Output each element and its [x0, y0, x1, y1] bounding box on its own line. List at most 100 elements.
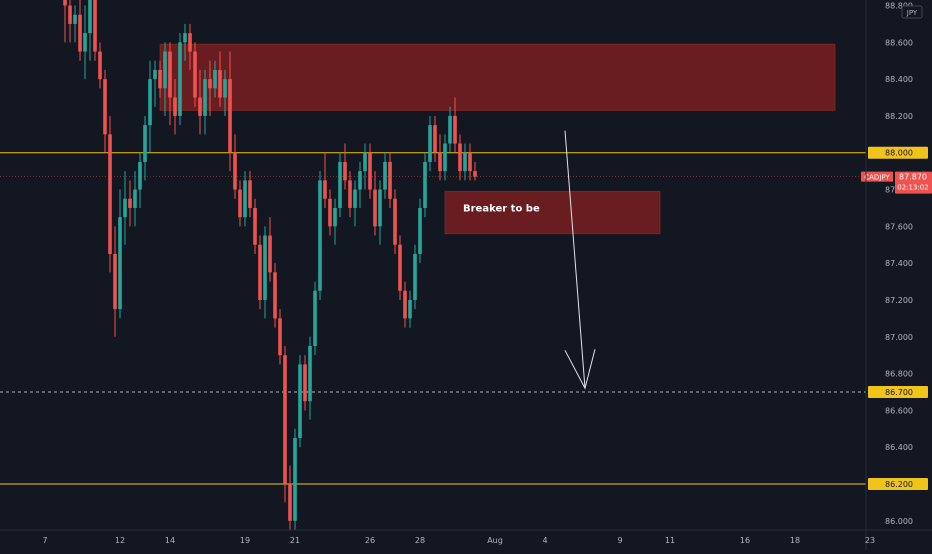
candle-body — [213, 69, 217, 89]
candle-body — [293, 437, 297, 521]
price-tick-label: 86.000 — [885, 517, 913, 526]
candle-body — [373, 189, 377, 227]
candle-body — [113, 253, 117, 310]
candle-body — [153, 69, 157, 80]
zone-box-1 — [444, 190, 661, 235]
candle-body — [378, 189, 382, 227]
forecast-arrow-head — [564, 349, 596, 390]
price-tick-label: 88.200 — [885, 112, 913, 121]
candle-body — [298, 364, 302, 438]
candle-body — [403, 290, 407, 319]
candle-body — [263, 235, 267, 300]
level-tag-2 — [868, 477, 928, 490]
candle-body — [93, 0, 97, 52]
candle-body — [183, 33, 187, 43]
candle-body — [353, 189, 357, 208]
candle-body — [413, 253, 417, 300]
candle-body — [148, 79, 152, 126]
price-tick-label: 87.600 — [885, 222, 913, 231]
candle-body — [398, 244, 402, 291]
candle-body — [108, 134, 112, 254]
candle-body — [343, 161, 347, 181]
candle-body — [168, 51, 172, 98]
candle-body — [243, 180, 247, 218]
candle-body — [273, 272, 277, 319]
price-tick-label: 88.600 — [885, 38, 913, 47]
price-axis-bg — [866, 0, 932, 550]
candle-body — [68, 5, 72, 24]
candle-body — [308, 345, 312, 402]
level-tag-0 — [868, 146, 928, 159]
candle-body — [438, 152, 442, 172]
candle-body — [458, 143, 462, 172]
candle-body — [138, 161, 142, 190]
candle-body — [393, 198, 397, 245]
candle-body — [408, 299, 412, 319]
candle-body — [188, 33, 192, 52]
price-tick-label: 86.400 — [885, 443, 913, 452]
candle-body — [203, 79, 207, 116]
candle-body — [433, 125, 437, 153]
zone-box-0 — [159, 43, 836, 111]
price-tick-label: 87.400 — [885, 259, 913, 268]
time-tick-label: 7 — [42, 536, 47, 545]
candle-body — [158, 69, 162, 89]
price-axis: 86.000 86.200 86.400 86.600 86.800 87.000 87.2… — [861, 0, 932, 550]
price-tick-label: 86.600 — [885, 406, 913, 415]
candle-body — [233, 152, 237, 190]
candle-body — [133, 189, 137, 208]
symbol-tag — [861, 171, 893, 182]
candle-body — [363, 152, 367, 172]
candle-body — [88, 0, 92, 34]
candle-body — [463, 152, 467, 172]
candle-body — [198, 97, 202, 116]
candle-body — [178, 42, 182, 116]
candle-body — [338, 161, 342, 208]
time-tick-label: 16 — [740, 536, 750, 545]
candle-body — [238, 189, 242, 218]
level-tag-1 — [868, 385, 928, 398]
level-tag-label: 86.700 — [885, 388, 913, 397]
time-tick-label: 14 — [165, 536, 175, 545]
candle-body — [318, 180, 322, 291]
symbol-tag-label: CADJPY — [864, 174, 890, 182]
candle-body — [323, 180, 327, 199]
candle-body — [453, 115, 457, 144]
price-tick-label: 87.000 — [885, 333, 913, 342]
candle-body — [253, 207, 257, 245]
currency-badge — [901, 5, 923, 19]
countdown-label: 02:13:02 — [897, 184, 928, 192]
candle-body — [468, 152, 472, 172]
candle-body — [388, 161, 392, 199]
candle-body — [443, 143, 447, 172]
time-tick-label: 11 — [665, 536, 675, 545]
candle-body — [358, 171, 362, 190]
price-tag-label: 87.870 — [899, 173, 927, 182]
candle-body — [448, 115, 452, 144]
candle-body — [418, 207, 422, 254]
candle-body — [368, 152, 372, 190]
candle-body — [333, 207, 337, 227]
candle-body — [328, 198, 332, 227]
candle-body — [428, 125, 432, 162]
candle-body — [473, 171, 477, 177]
time-tick-label: 26 — [365, 536, 375, 545]
annotations-layer — [564, 130, 596, 390]
candle-body — [173, 97, 177, 116]
time-tick-label: 28 — [415, 536, 425, 545]
candle-body — [143, 125, 147, 162]
candle-body — [118, 217, 122, 310]
candle-body — [348, 180, 352, 208]
candle-body — [288, 483, 292, 521]
level-tag-label: 86.200 — [885, 480, 913, 489]
price-tag — [895, 171, 932, 194]
candle-body — [223, 79, 227, 98]
currency-label: JPY — [906, 9, 918, 17]
time-tick-label: 4 — [542, 536, 547, 545]
candle-body — [268, 235, 272, 273]
candle-body — [78, 14, 82, 52]
candle-body — [123, 198, 127, 218]
